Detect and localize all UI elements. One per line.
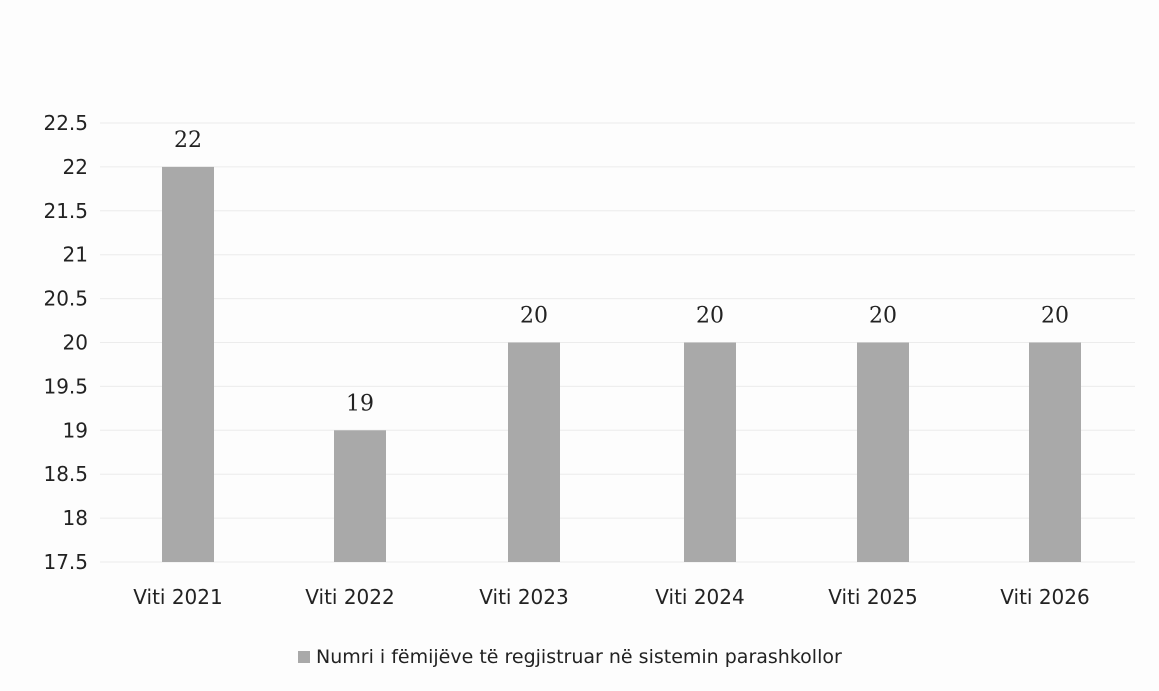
bar: [508, 342, 560, 562]
data-label: 20: [869, 304, 897, 329]
y-tick-label: 22.5: [43, 111, 88, 135]
legend-label: Numri i fëmijëve të regjistruar në siste…: [316, 646, 842, 668]
grid-lines: [100, 122, 1135, 563]
x-tick-label: Viti 2024: [655, 585, 744, 609]
bar: [334, 430, 386, 562]
x-tick-label: Viti 2022: [305, 585, 394, 609]
y-tick-label: 22: [63, 155, 88, 179]
y-tick-label: 20.5: [43, 287, 88, 311]
data-label: 20: [520, 304, 548, 329]
x-tick-label: Viti 2025: [828, 585, 917, 609]
x-axis-labels: Viti 2021 Viti 2022 Viti 2023 Viti 2024 Viti…: [133, 585, 1089, 609]
y-tick-label: 21.5: [43, 199, 88, 223]
bar: [162, 166, 214, 562]
x-tick-label: Viti 2021: [133, 585, 222, 609]
y-tick-label: 20: [63, 331, 88, 355]
bar: [1029, 342, 1081, 562]
data-label: 22: [174, 128, 202, 153]
data-label: 20: [696, 304, 724, 329]
bar: [684, 342, 736, 562]
bars: [162, 166, 1081, 562]
data-label: 20: [1041, 304, 1069, 329]
y-tick-label: 21: [63, 243, 88, 267]
legend: Numri i fëmijëve të regjistruar në siste…: [298, 643, 842, 671]
y-tick-label: 19: [63, 418, 88, 442]
data-labels: 22 19 20 20 20 20: [174, 128, 1069, 416]
x-tick-label: Viti 2026: [1000, 585, 1089, 609]
y-tick-label: 17.5: [43, 550, 88, 574]
y-tick-label: 18.5: [43, 462, 88, 486]
x-tick-label: Viti 2023: [479, 585, 568, 609]
y-axis-ticks: 17.5 18 18.5 19 19.5 20 20.5 21 21.5 22 22.5: [43, 111, 88, 574]
data-label: 19: [346, 391, 374, 416]
legend-swatch: [298, 651, 310, 663]
y-tick-label: 18: [63, 506, 88, 530]
bar: [857, 342, 909, 562]
y-tick-label: 19.5: [43, 374, 88, 398]
